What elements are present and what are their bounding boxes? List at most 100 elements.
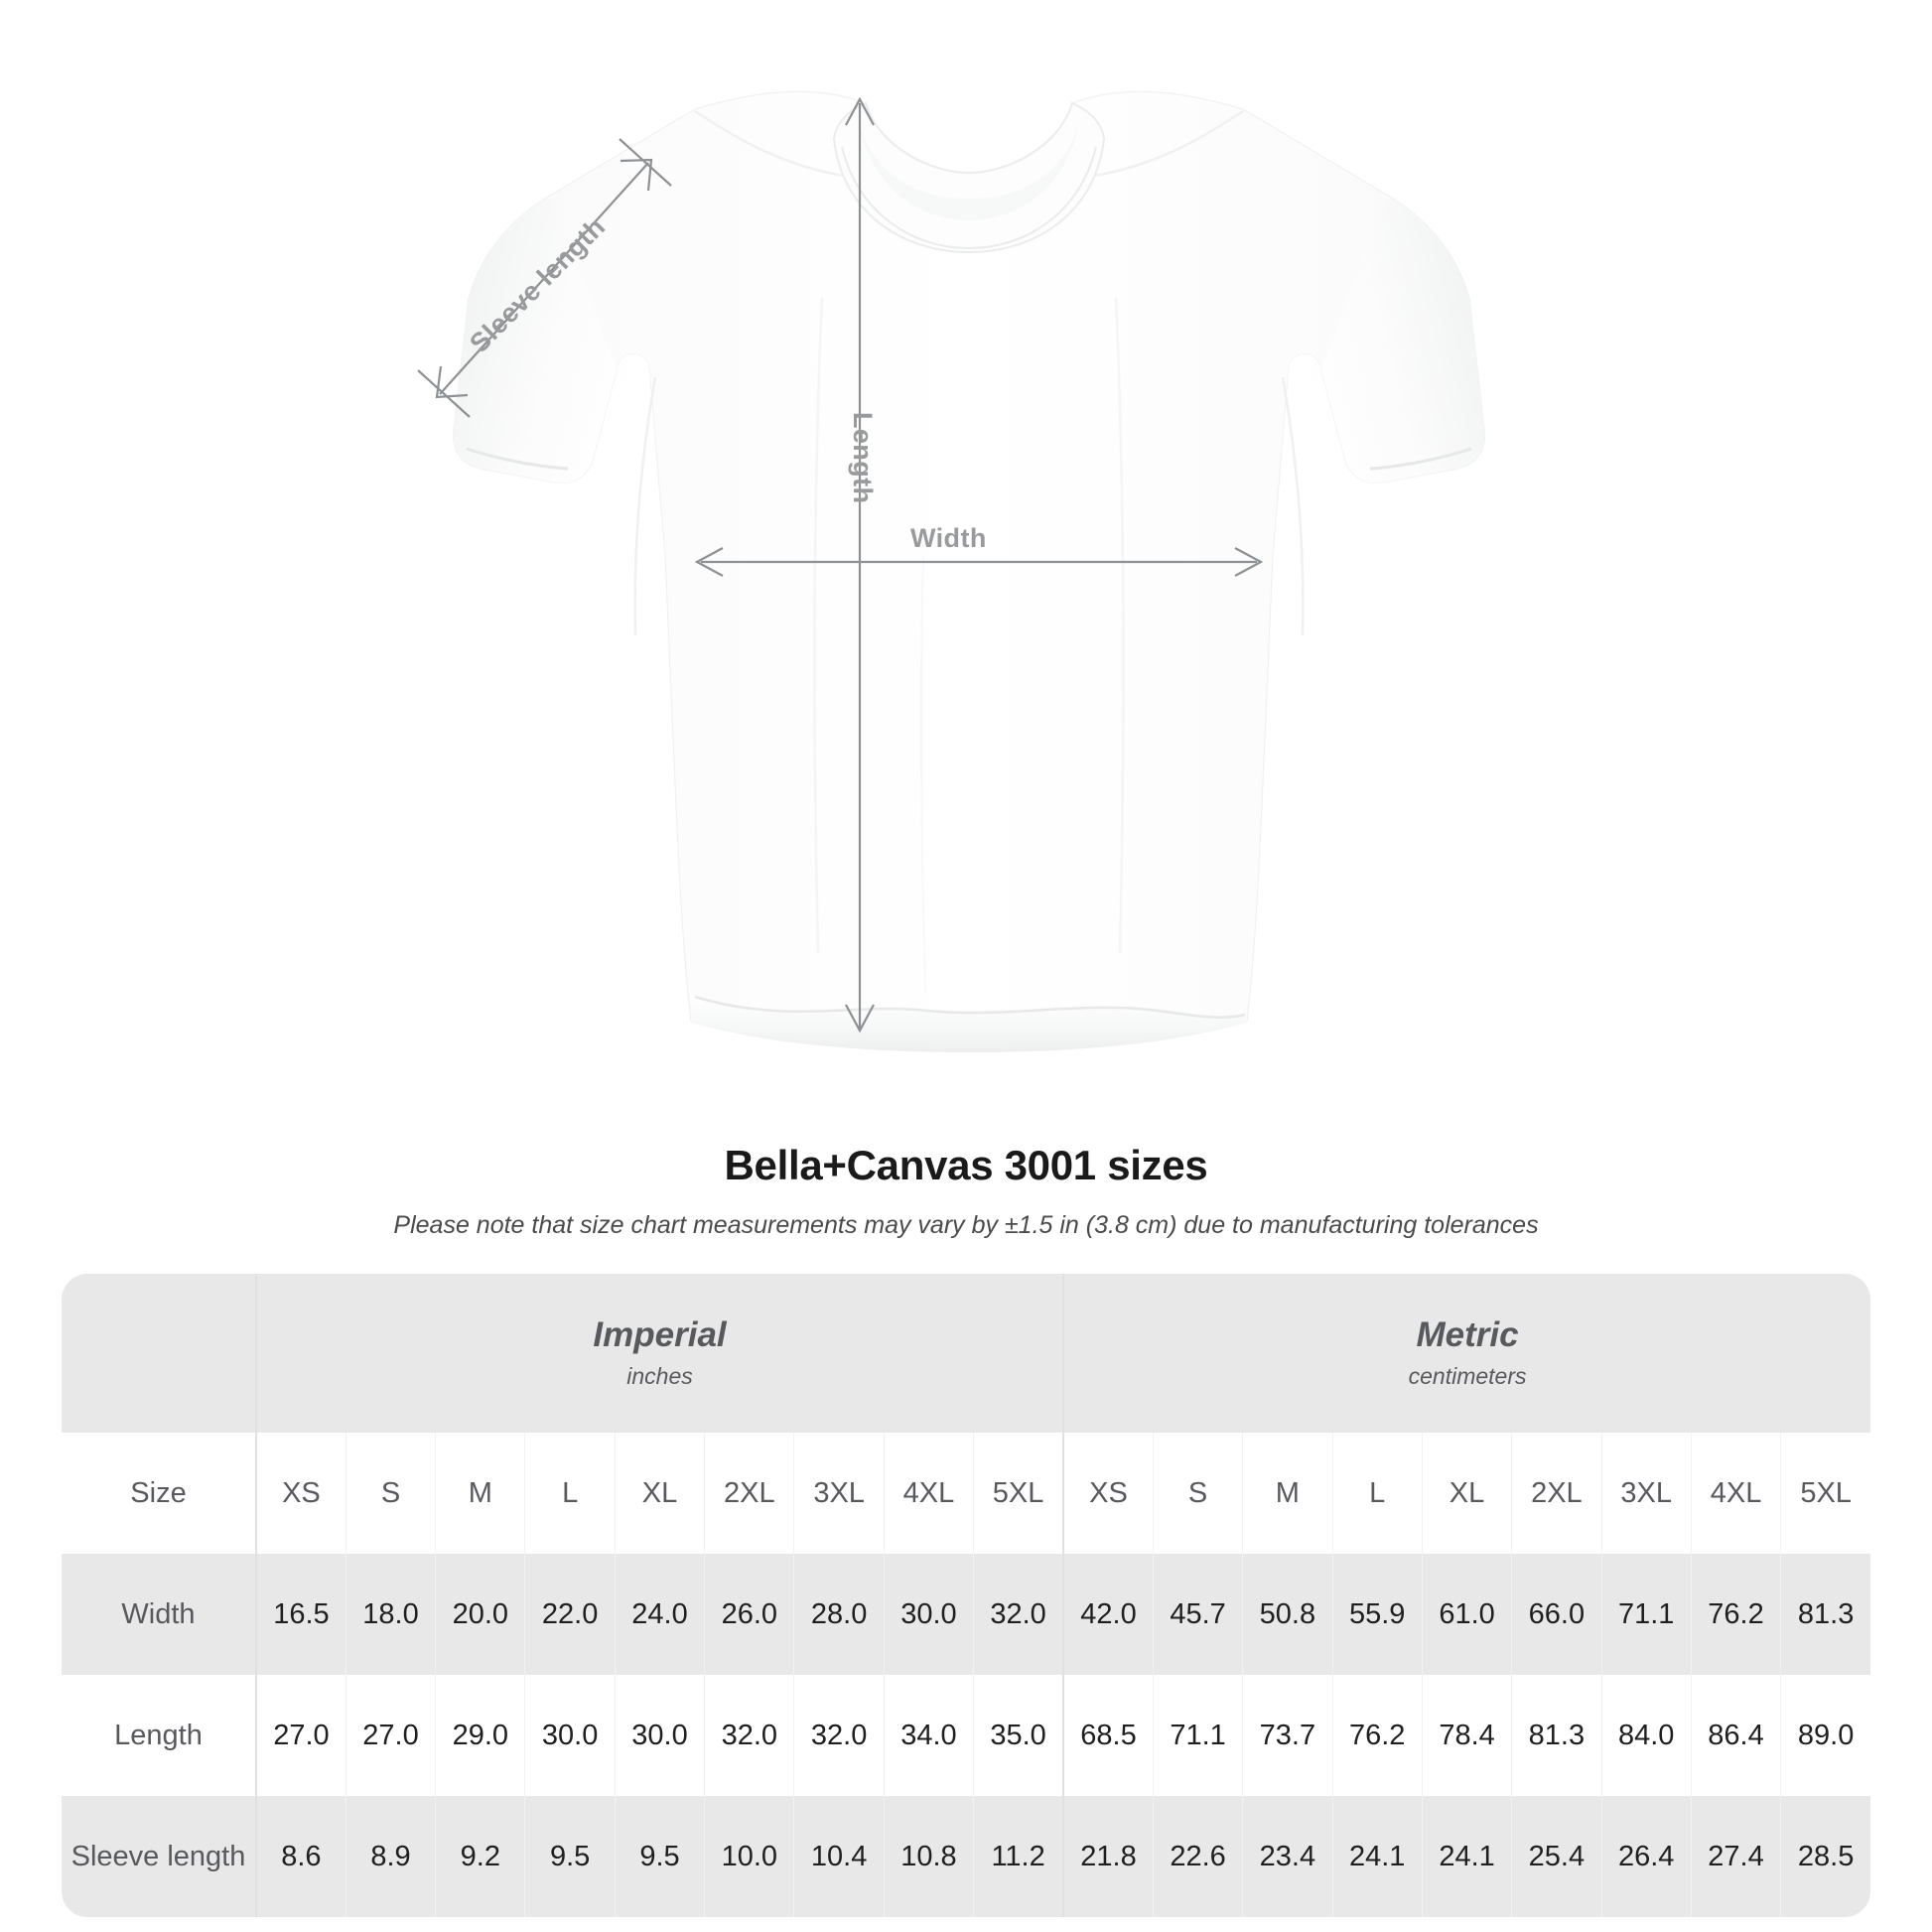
size-header-cell: 3XL	[1600, 1433, 1692, 1554]
size-header-cell: 3XL	[793, 1433, 885, 1554]
unit-header-spacer	[62, 1274, 257, 1433]
measurement-row-label: Width	[62, 1554, 257, 1675]
measurement-cell: 76.2	[1690, 1554, 1781, 1675]
measurement-cell: 9.5	[614, 1796, 705, 1917]
measurement-cell: 89.0	[1780, 1675, 1871, 1796]
measurement-cell: 27.4	[1690, 1796, 1781, 1917]
measurement-cell: 10.0	[704, 1796, 794, 1917]
measurement-cell: 32.0	[704, 1675, 794, 1796]
measurement-cell: 16.5	[255, 1554, 346, 1675]
size-row-label: Size	[62, 1433, 257, 1554]
size-chart-table: Imperial inches Metric centimeters Size XS S M L…	[62, 1274, 1871, 1917]
size-header-cell: 2XL	[704, 1433, 794, 1554]
measurement-cell: 61.0	[1421, 1554, 1512, 1675]
measurement-cell: 42.0	[1062, 1554, 1154, 1675]
size-header-cell: XS	[1062, 1433, 1154, 1554]
measurement-cell: 24.1	[1331, 1796, 1423, 1917]
measurement-cell: 26.4	[1600, 1796, 1692, 1917]
measurement-cell: 24.1	[1421, 1796, 1512, 1917]
measurement-cell: 71.1	[1600, 1554, 1692, 1675]
size-header-cell: L	[1331, 1433, 1423, 1554]
measurement-cell: 81.3	[1780, 1554, 1871, 1675]
measurement-cell: 27.0	[255, 1675, 346, 1796]
measurement-cell: 86.4	[1690, 1675, 1781, 1796]
measurement-cell: 8.6	[255, 1796, 346, 1917]
measurement-cell: 29.0	[435, 1675, 525, 1796]
tshirt-body-shape	[452, 90, 1486, 1052]
measurement-cell: 68.5	[1062, 1675, 1154, 1796]
table-row: Sleeve length 8.6 8.9 9.2 9.5 9.5 10.0 10.4 10.8…	[62, 1796, 1871, 1917]
size-header-cell: S	[345, 1433, 436, 1554]
measurement-cell: 84.0	[1600, 1675, 1692, 1796]
measurement-cell: 81.3	[1511, 1675, 1602, 1796]
heading-block: Bella+Canvas 3001 sizes Please note that…	[0, 1142, 1932, 1240]
size-header-cell: M	[435, 1433, 525, 1554]
measurement-cell: 22.0	[524, 1554, 616, 1675]
length-dimension-label: Length	[848, 412, 878, 504]
measurement-cell: 9.5	[524, 1796, 616, 1917]
table-row: Length 27.0 27.0 29.0 30.0 30.0 32.0 32.0 34.0 35…	[62, 1675, 1871, 1796]
measurement-cell: 28.5	[1780, 1796, 1871, 1917]
tshirt-illustration: Sleeve length Length Width	[417, 90, 1486, 1052]
measurement-cell: 45.7	[1152, 1554, 1243, 1675]
size-header-cell: XL	[1421, 1433, 1512, 1554]
measurement-cell: 23.4	[1242, 1796, 1333, 1917]
tshirt-diagram	[417, 90, 1486, 1052]
size-header-row: Size XS S M L XL 2XL 3XL 4XL 5XL XS S M L XL 2XL 3XL 4XL 5…	[62, 1433, 1871, 1554]
unit-group-unit: inches	[626, 1362, 693, 1389]
measurement-cell: 30.0	[883, 1554, 974, 1675]
measurement-cell: 30.0	[524, 1675, 616, 1796]
measurement-row-label: Sleeve length	[62, 1796, 257, 1917]
width-dimension-line	[694, 547, 1264, 577]
width-dimension-label: Width	[910, 523, 987, 553]
measurement-cell: 8.9	[345, 1796, 436, 1917]
dimension-lines	[417, 96, 1264, 1034]
measurement-cell: 66.0	[1511, 1554, 1602, 1675]
size-header-cell: 5XL	[1780, 1433, 1871, 1554]
measurement-row-label: Length	[62, 1675, 257, 1796]
unit-header-row: Imperial inches Metric centimeters	[62, 1274, 1871, 1433]
length-dimension-line	[845, 96, 875, 1034]
measurement-cell: 25.4	[1511, 1796, 1602, 1917]
measurement-cell: 32.0	[793, 1675, 885, 1796]
unit-group-imperial: Imperial inches	[256, 1274, 1065, 1433]
unit-group-unit: centimeters	[1408, 1362, 1527, 1389]
size-header-cell: XS	[255, 1433, 346, 1554]
size-header-cell: L	[524, 1433, 616, 1554]
measurement-cell: 18.0	[345, 1554, 436, 1675]
measurement-cell: 26.0	[704, 1554, 794, 1675]
tolerance-note: Please note that size chart measurements…	[393, 1211, 1539, 1239]
size-header-cell: 5XL	[973, 1433, 1065, 1554]
measurement-cell: 20.0	[435, 1554, 525, 1675]
size-header-cell: 2XL	[1511, 1433, 1602, 1554]
measurement-cell: 76.2	[1331, 1675, 1423, 1796]
measurement-cell: 32.0	[973, 1554, 1065, 1675]
measurement-cell: 28.0	[793, 1554, 885, 1675]
sleeve-length-dimension-line	[417, 138, 672, 418]
unit-group-name: Imperial	[593, 1315, 727, 1355]
measurement-cell: 9.2	[435, 1796, 525, 1917]
measurement-cell: 34.0	[883, 1675, 974, 1796]
measurement-cell: 50.8	[1242, 1554, 1333, 1675]
measurement-cell: 71.1	[1152, 1675, 1243, 1796]
size-chart-table-container: Imperial inches Metric centimeters Size XS S M L…	[62, 1274, 1871, 1917]
page-title: Bella+Canvas 3001 sizes	[724, 1142, 1208, 1188]
size-header-cell: S	[1152, 1433, 1243, 1554]
unit-group-metric: Metric centimeters	[1063, 1274, 1871, 1433]
measurement-cell: 73.7	[1242, 1675, 1333, 1796]
size-header-cell: 4XL	[1690, 1433, 1781, 1554]
measurement-cell: 21.8	[1062, 1796, 1154, 1917]
measurement-cell: 30.0	[614, 1675, 705, 1796]
measurement-cell: 10.4	[793, 1796, 885, 1917]
measurement-cell: 11.2	[973, 1796, 1065, 1917]
measurement-cell: 22.6	[1152, 1796, 1243, 1917]
unit-group-name: Metric	[1416, 1315, 1519, 1355]
measurement-cell: 24.0	[614, 1554, 705, 1675]
measurement-cell: 10.8	[883, 1796, 974, 1917]
measurement-cell: 78.4	[1421, 1675, 1512, 1796]
size-header-cell: M	[1242, 1433, 1333, 1554]
size-header-cell: XL	[614, 1433, 705, 1554]
size-header-cell: 4XL	[883, 1433, 974, 1554]
measurement-cell: 35.0	[973, 1675, 1065, 1796]
